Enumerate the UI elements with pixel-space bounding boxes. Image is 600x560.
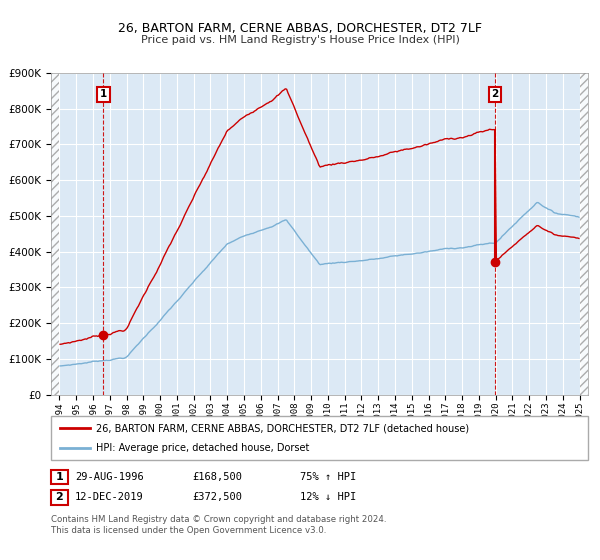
Text: 2: 2 (491, 89, 499, 99)
Text: £168,500: £168,500 (192, 472, 242, 482)
Text: 1: 1 (100, 89, 107, 99)
Text: 75% ↑ HPI: 75% ↑ HPI (300, 472, 356, 482)
Text: 26, BARTON FARM, CERNE ABBAS, DORCHESTER, DT2 7LF: 26, BARTON FARM, CERNE ABBAS, DORCHESTER… (118, 22, 482, 35)
Polygon shape (580, 73, 588, 395)
Text: 2: 2 (56, 492, 63, 502)
Text: 1: 1 (56, 472, 63, 482)
Text: 26, BARTON FARM, CERNE ABBAS, DORCHESTER, DT2 7LF (detached house): 26, BARTON FARM, CERNE ABBAS, DORCHESTER… (96, 423, 469, 433)
Text: £372,500: £372,500 (192, 492, 242, 502)
Text: 29-AUG-1996: 29-AUG-1996 (75, 472, 144, 482)
Text: 12% ↓ HPI: 12% ↓ HPI (300, 492, 356, 502)
Text: Price paid vs. HM Land Registry's House Price Index (HPI): Price paid vs. HM Land Registry's House … (140, 35, 460, 45)
Text: Contains HM Land Registry data © Crown copyright and database right 2024.
This d: Contains HM Land Registry data © Crown c… (51, 515, 386, 535)
Text: 12-DEC-2019: 12-DEC-2019 (75, 492, 144, 502)
Text: HPI: Average price, detached house, Dorset: HPI: Average price, detached house, Dors… (96, 443, 310, 453)
Polygon shape (51, 73, 59, 395)
